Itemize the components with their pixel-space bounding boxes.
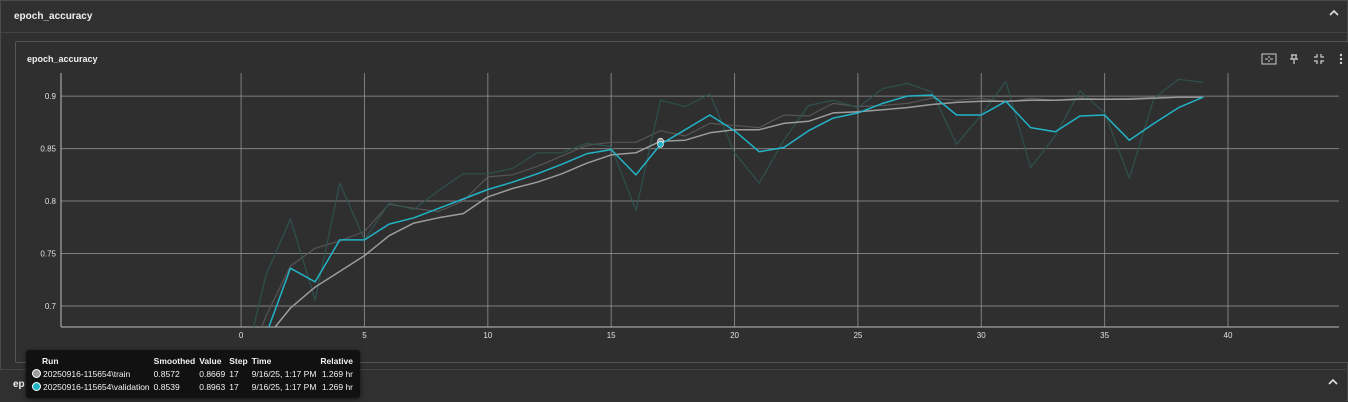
y-tick-label: 0.85 <box>40 145 56 154</box>
second-section-title: ep <box>13 379 25 390</box>
tooltip-header-relative: Relative <box>320 355 354 366</box>
tooltip-run-cell: 20250916-115654\train <box>30 367 152 380</box>
tooltip-relative: 1.269 hr <box>321 368 354 379</box>
chart-title: epoch_accuracy <box>27 54 98 64</box>
hover-marker <box>657 141 664 148</box>
chevron-up-icon[interactable] <box>1327 7 1341 21</box>
tooltip-header-value: Value <box>199 355 222 366</box>
more-vert-icon[interactable] <box>1333 52 1348 66</box>
tooltip-header-run: Run <box>42 355 59 366</box>
train-color-dot <box>32 368 41 378</box>
pin-icon[interactable] <box>1286 52 1302 66</box>
section-title: epoch_accuracy <box>14 11 93 22</box>
smoothed-series-line <box>274 96 1204 327</box>
tooltip-header-time: Time <box>251 355 272 366</box>
tooltip-step: 17 <box>229 381 239 392</box>
y-tick-label: 0.9 <box>45 92 57 101</box>
x-tick-label: 0 <box>239 331 244 340</box>
smoothed-series-line <box>268 94 1204 327</box>
tooltip-table: Run Smoothed Value Step Time Relative 20… <box>30 354 355 393</box>
x-tick-label: 35 <box>1100 331 1109 340</box>
raw-series-line <box>252 78 1204 327</box>
fit-domain-icon[interactable] <box>1261 52 1277 66</box>
tooltip-run-name: 20250916-115654\validation <box>43 381 150 392</box>
validation-color-dot <box>32 381 41 391</box>
x-tick-label: 20 <box>730 331 739 340</box>
x-tick-label: 25 <box>853 331 862 340</box>
tooltip-header-row: Run Smoothed Value Step Time Relative <box>30 354 355 367</box>
chevron-up-icon[interactable] <box>1326 376 1340 390</box>
series-group <box>252 78 1204 327</box>
fullscreen-icon[interactable] <box>1311 52 1327 66</box>
tooltip-value: 0.8669 <box>199 368 226 379</box>
x-tick-label: 30 <box>977 331 986 340</box>
x-tick-label: 5 <box>362 331 367 340</box>
hover-tooltip: Run Smoothed Value Step Time Relative 20… <box>26 350 360 398</box>
y-tick-label: 0.75 <box>40 250 56 259</box>
y-tick-label: 0.7 <box>45 302 57 311</box>
y-tick-label: 0.8 <box>45 197 57 206</box>
chart-card: epoch_accuracy <box>15 41 1348 363</box>
tooltip-header-step: Step <box>229 355 248 366</box>
tooltip-time: 9/16/25, 1:17 PM <box>251 381 317 392</box>
tooltip-header-smoothed: Smoothed <box>153 355 196 366</box>
tooltip-value: 0.8963 <box>199 381 226 392</box>
tooltip-relative: 1.269 hr <box>321 381 354 392</box>
tooltip-row-validation: 20250916-115654\validation 0.8539 0.8963… <box>30 380 355 393</box>
x-tick-label: 15 <box>607 331 616 340</box>
tooltip-row-train: 20250916-115654\train 0.8572 0.8669 17 9… <box>30 367 355 380</box>
tooltip-run-cell: 20250916-115654\validation <box>30 380 152 393</box>
tooltip-smoothed: 0.8539 <box>153 381 180 392</box>
tooltip-run-name: 20250916-115654\train <box>43 368 131 379</box>
x-tick-label: 40 <box>1224 331 1233 340</box>
section-header[interactable]: epoch_accuracy <box>1 1 1347 33</box>
tooltip-time: 9/16/25, 1:17 PM <box>251 368 317 379</box>
tooltip-step: 17 <box>229 368 239 379</box>
tooltip-smoothed: 0.8572 <box>153 368 180 379</box>
x-tick-label: 10 <box>483 331 492 340</box>
